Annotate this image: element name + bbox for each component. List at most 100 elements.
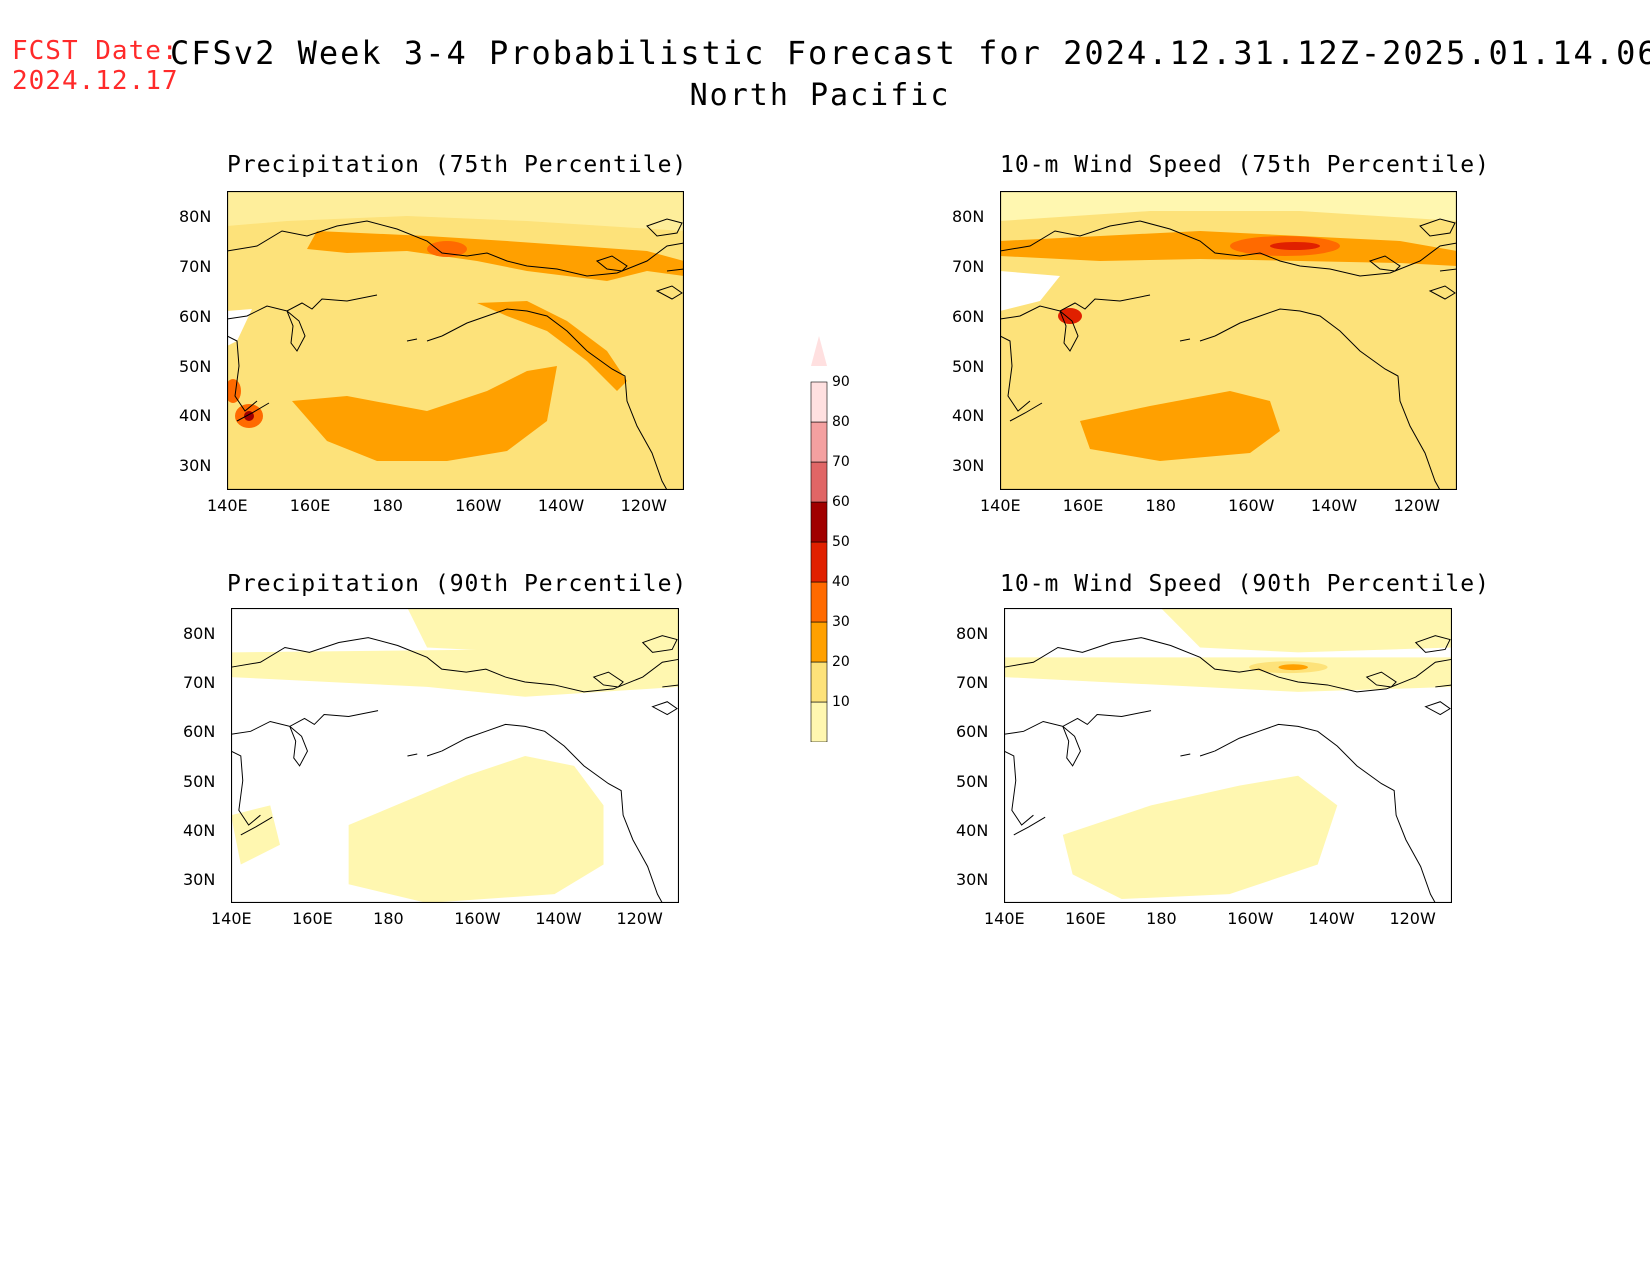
colorbar-level-label: 10 [832, 694, 850, 710]
map-frame [227, 191, 684, 490]
lon-tick-label: 160W [1228, 496, 1275, 515]
field-20-region [348, 755, 604, 903]
lat-tick-label: 30N [179, 456, 212, 476]
lon-tick-label: 180 [1145, 496, 1176, 515]
colorbar-cap-top [811, 336, 827, 366]
coastline [662, 684, 679, 688]
figure-title: CFSv2 Week 3-4 Probabilistic Forecast fo… [170, 34, 1650, 72]
colorbar [810, 336, 828, 742]
coastline [1004, 637, 1452, 693]
field-20-region [407, 608, 679, 653]
colorbar-swatch [810, 421, 828, 463]
lon-tick-label: 120W [1389, 909, 1436, 928]
lon-tick-label: 180 [372, 496, 403, 515]
coastline [1062, 726, 1082, 767]
coastline [1013, 816, 1046, 836]
colorbar-level-label: 70 [832, 454, 850, 470]
coastline [1414, 635, 1451, 653]
coastline [227, 335, 258, 412]
coastline [1009, 402, 1043, 422]
lat-tick-label: 40N [952, 406, 985, 426]
colorbar-swatch [810, 621, 828, 663]
colorbar-swatch [810, 661, 828, 703]
lat-tick-label: 70N [956, 673, 989, 693]
field-below-10 [1000, 271, 1060, 311]
coastline [1439, 268, 1457, 272]
lon-tick-label: 160E [1065, 909, 1106, 928]
lat-tick-label: 70N [179, 256, 212, 276]
fcst-date-label: FCST Date: [12, 36, 179, 66]
coastline [441, 723, 663, 903]
lat-tick-label: 40N [179, 406, 212, 426]
lon-tick-label: 180 [1146, 909, 1177, 928]
lon-tick-label: 140E [207, 496, 248, 515]
lon-tick-label: 160E [1062, 496, 1104, 515]
figure-subtitle: North Pacific [689, 78, 951, 113]
coastline [227, 220, 684, 277]
coastline [231, 750, 261, 826]
field-20-region [1000, 191, 1457, 221]
coastline [1000, 294, 1151, 320]
map-frame [231, 608, 679, 903]
coastline [289, 726, 309, 767]
lat-tick-label: 50N [183, 771, 216, 791]
lon-tick-label: 160W [455, 496, 502, 515]
coastline [231, 637, 679, 693]
lon-tick-label: 140E [984, 909, 1025, 928]
map-frame [1000, 191, 1457, 490]
coastline [407, 750, 442, 757]
lat-tick-label: 60N [183, 722, 216, 742]
coastline [1214, 308, 1441, 490]
coastline [286, 310, 306, 352]
colorbar-swatch [810, 461, 828, 503]
coastline [1368, 255, 1401, 272]
field-50-core [227, 379, 241, 403]
coastline [592, 671, 624, 688]
coastline [1428, 285, 1456, 300]
coastline [641, 635, 678, 653]
coastline [666, 268, 684, 272]
colorbar-swatch [810, 701, 828, 742]
lat-tick-label: 50N [179, 356, 212, 376]
coastline [1059, 310, 1079, 352]
coastline [646, 218, 683, 237]
lon-tick-label: 140W [535, 909, 582, 928]
map-frame [1004, 608, 1452, 903]
field-50-core [427, 241, 467, 257]
fcst-date-block: FCST Date: 2024.12.17 [12, 36, 179, 96]
coastline [1000, 220, 1457, 277]
lat-tick-label: 30N [183, 869, 216, 889]
coastline [1179, 335, 1216, 342]
lat-tick-label: 50N [956, 771, 989, 791]
field-40-alaska-band [477, 301, 627, 391]
panel-title-precip90: Precipitation (90th Percentile) [227, 571, 688, 597]
coastline [1419, 218, 1456, 237]
colorbar-swatch [810, 581, 828, 623]
lon-tick-label: 140W [537, 496, 585, 515]
coastline [595, 255, 628, 272]
field-40-arctic-band [1000, 231, 1457, 266]
lon-tick-label: 180 [373, 909, 404, 928]
colorbar-level-label: 50 [832, 534, 850, 550]
coastline [1004, 750, 1034, 826]
precip75-map [227, 191, 684, 490]
lat-tick-label: 70N [952, 256, 985, 276]
lat-tick-label: 60N [952, 306, 985, 326]
field-20-region [1062, 775, 1338, 900]
colorbar-swatch [810, 541, 828, 583]
coastline [1000, 335, 1031, 412]
lon-tick-label: 140E [211, 909, 252, 928]
panel-title-wind75: 10-m Wind Speed (75th Percentile) [1000, 152, 1490, 178]
lon-tick-label: 120W [1393, 496, 1440, 515]
coastline [1365, 671, 1397, 688]
field-40-core [1278, 664, 1308, 671]
panel-title-precip75: Precipitation (75th Percentile) [227, 152, 688, 178]
field-60-core [1270, 242, 1320, 250]
lon-tick-label: 140W [1310, 496, 1358, 515]
colorbar-level-label: 40 [832, 574, 850, 590]
lat-tick-label: 30N [956, 869, 989, 889]
lat-tick-label: 60N [179, 306, 212, 326]
lat-tick-label: 40N [183, 820, 216, 840]
wind75-map [1000, 191, 1457, 490]
field-20-region [1160, 608, 1452, 653]
